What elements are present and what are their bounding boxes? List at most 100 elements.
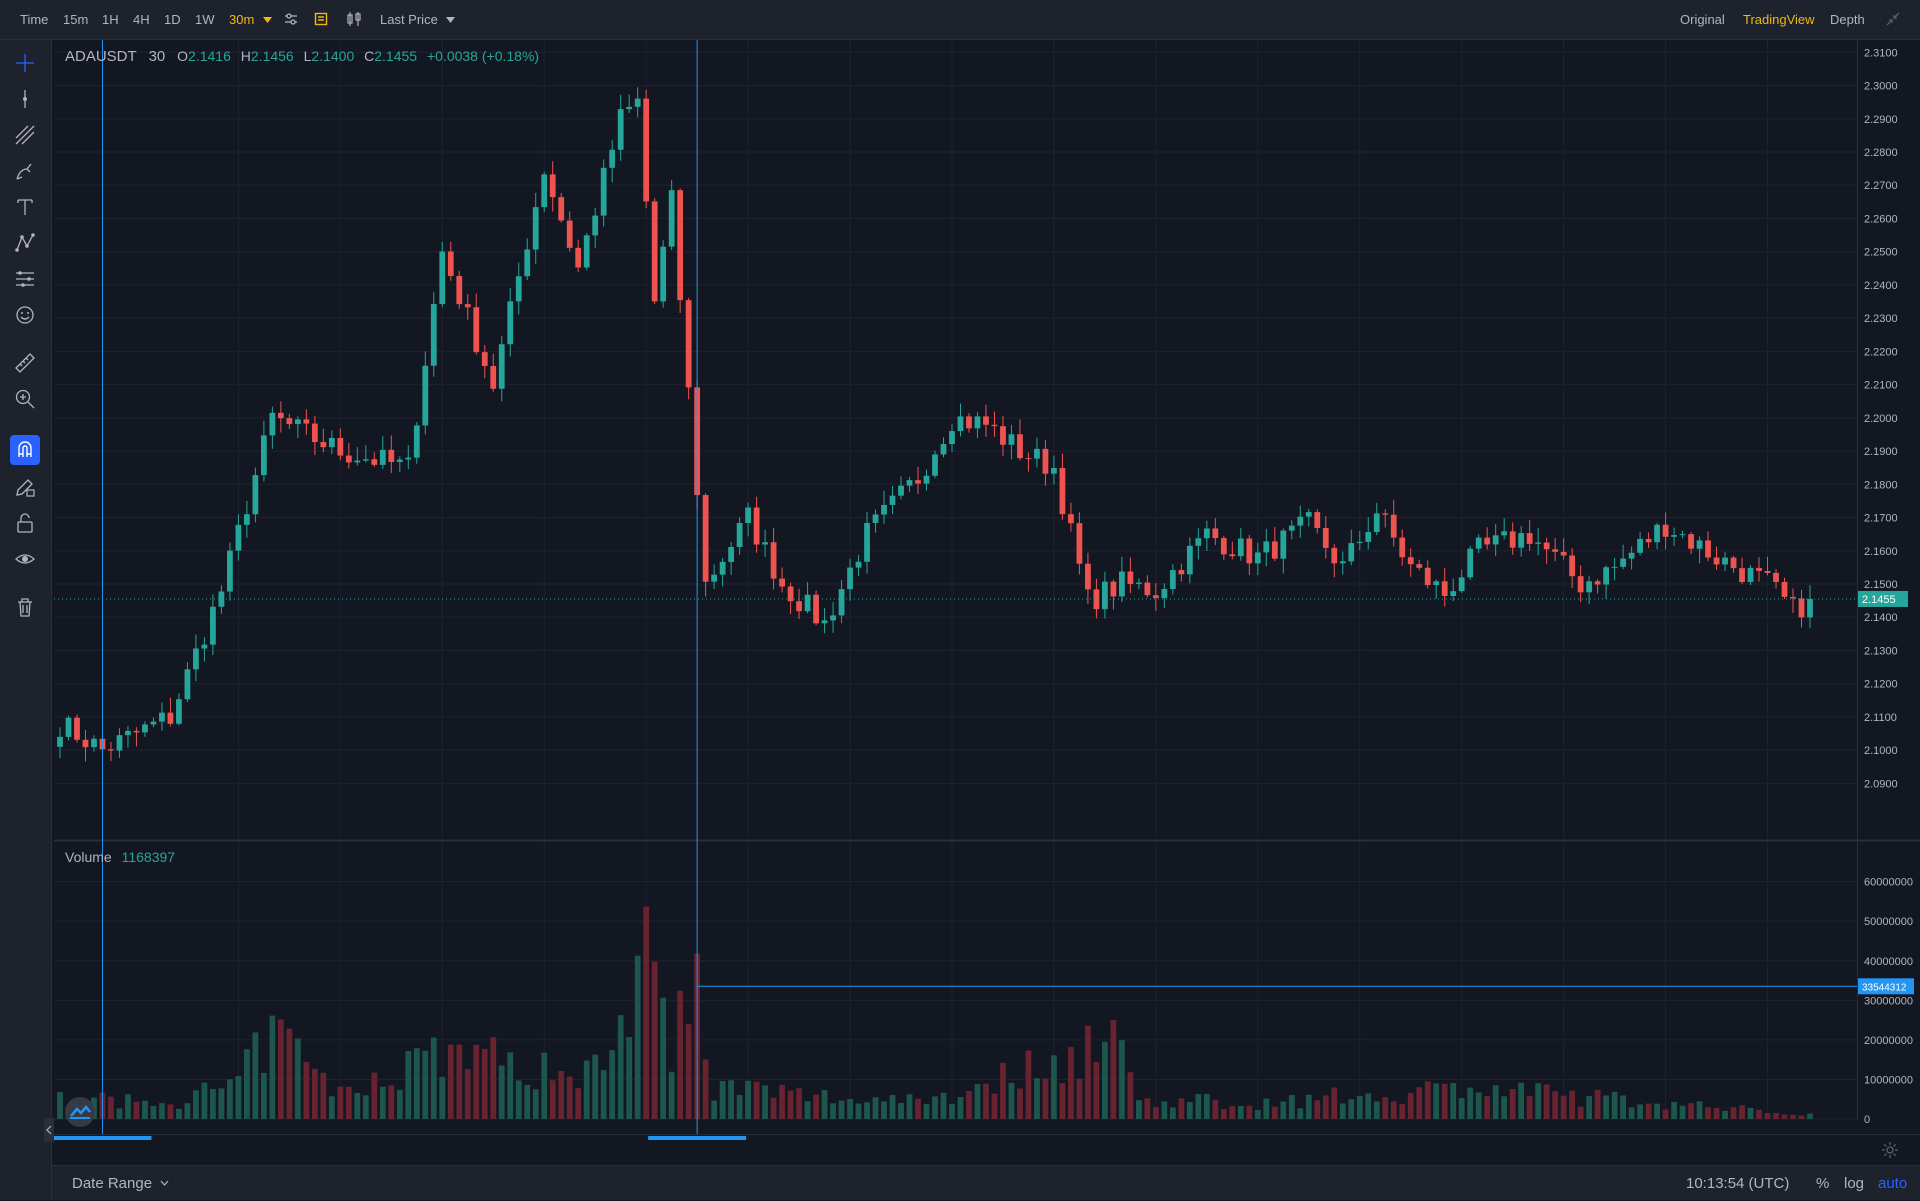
candle-body	[651, 201, 658, 302]
volume-bar	[1552, 1091, 1559, 1119]
zoom-tool[interactable]	[10, 384, 40, 414]
candle-body	[745, 507, 751, 523]
volume-bar	[1645, 1103, 1652, 1119]
volume-bar	[600, 1070, 607, 1119]
time-button[interactable]: Time	[20, 12, 49, 27]
volume-bar	[1560, 1095, 1567, 1119]
volume-bar	[1611, 1091, 1618, 1119]
volume-bar	[923, 1103, 930, 1119]
trend-line-tool[interactable]	[10, 84, 40, 114]
percent-toggle[interactable]: %	[1816, 1175, 1830, 1192]
volume-bar	[1348, 1099, 1355, 1119]
volume-tick-label: 10000000	[1864, 1074, 1913, 1086]
template-icon[interactable]	[314, 0, 328, 40]
candle-body	[1807, 598, 1813, 618]
candle-body	[711, 574, 718, 582]
crosshair-tool[interactable]	[10, 48, 40, 78]
candle-body	[150, 721, 157, 725]
candle-body	[473, 307, 480, 353]
candle-body	[600, 167, 607, 216]
settings-gear-icon[interactable]	[1880, 1140, 1900, 1160]
interval-4h[interactable]: 4H	[133, 12, 150, 27]
price-tick-label: 2.2100	[1864, 380, 1898, 392]
candle-body	[668, 190, 675, 247]
view-tradingview[interactable]: TradingView	[1743, 12, 1815, 27]
brush-tool[interactable]	[10, 156, 40, 186]
candle-body	[1509, 531, 1516, 548]
volume-bar	[821, 1089, 828, 1119]
interval-1d[interactable]: 1D	[164, 12, 181, 27]
pattern-tool[interactable]	[10, 228, 40, 258]
volume-bar	[838, 1100, 845, 1119]
remove-drawings-tool[interactable]	[10, 592, 40, 622]
price-tick-label: 2.2300	[1864, 313, 1898, 325]
prediction-tool[interactable]	[10, 264, 40, 294]
indicators-icon[interactable]	[284, 0, 298, 40]
fib-icon	[15, 125, 35, 145]
utc-clock[interactable]: 10:13:54 (UTC)	[1686, 1175, 1790, 1192]
candle-body	[362, 459, 369, 461]
volume-bar	[150, 1105, 157, 1119]
scroll-left-icon[interactable]	[44, 1118, 54, 1142]
candle-body	[617, 109, 624, 150]
interval-15m[interactable]: 15m	[63, 12, 89, 27]
price-tick-label: 2.1700	[1864, 513, 1898, 525]
volume-tick-label: 60000000	[1864, 877, 1913, 889]
volume-bar	[1051, 1055, 1057, 1119]
hide-tool[interactable]	[10, 544, 40, 574]
candle-body	[507, 301, 514, 345]
price-type-label: Last Price	[380, 12, 438, 27]
interval-30m-dropdown[interactable]: 30m	[229, 0, 272, 40]
collapse-icon[interactable]	[1886, 0, 1900, 40]
volume-bar	[1110, 1020, 1117, 1119]
volume-bar	[549, 1080, 556, 1119]
candle-body	[1696, 540, 1703, 549]
candle-body	[575, 247, 582, 268]
magnet-icon	[18, 441, 32, 457]
candle-body	[643, 98, 650, 202]
candle-style-icon[interactable]	[346, 0, 362, 40]
candle-body	[1781, 581, 1788, 597]
interval-1w[interactable]: 1W	[195, 12, 215, 27]
candle-body	[1373, 513, 1380, 533]
auto-toggle[interactable]: auto	[1878, 1175, 1908, 1192]
volume-bar	[379, 1086, 386, 1119]
measure-tool[interactable]	[10, 348, 40, 378]
text-tool[interactable]	[10, 192, 40, 222]
candle-body	[490, 366, 497, 389]
volume-bar	[787, 1090, 794, 1119]
chevron-down-icon	[446, 17, 456, 23]
volume-bar	[1008, 1082, 1015, 1119]
candle-body	[481, 352, 488, 367]
lock-tool[interactable]	[10, 508, 40, 538]
magnet-tool[interactable]	[10, 435, 40, 465]
candle-body	[1526, 533, 1533, 544]
emoji-tool[interactable]	[10, 300, 40, 330]
view-original[interactable]: Original	[1680, 12, 1725, 27]
change-value: +0.0038 (+0.18%)	[426, 48, 540, 64]
candle-body	[1475, 537, 1482, 549]
fib-tool[interactable]	[10, 120, 40, 150]
candle-body	[142, 724, 148, 733]
volume-bar	[490, 1037, 497, 1119]
volume-tick-label: 20000000	[1864, 1035, 1913, 1047]
brush-icon	[16, 163, 32, 180]
last-price-label: 2.1455	[1862, 594, 1896, 606]
price-chart[interactable]: 2.3100 2.3000 2.2900 2.2800 2.2700 2.2600 2.25…	[54, 40, 1920, 1140]
view-depth[interactable]: Depth	[1830, 12, 1865, 27]
volume-bar	[388, 1085, 395, 1119]
chevron-down-icon	[160, 1180, 169, 1186]
candle-body	[1102, 581, 1108, 610]
interval-1h[interactable]: 1H	[102, 12, 119, 27]
open-label: O	[177, 48, 189, 64]
candle-body	[1679, 534, 1686, 536]
candle-body	[1620, 558, 1626, 567]
volume-bar	[1314, 1100, 1321, 1119]
log-toggle[interactable]: log	[1844, 1175, 1865, 1192]
candle-body	[983, 416, 989, 425]
volume-bar	[1662, 1109, 1669, 1119]
stay-in-drawing-tool[interactable]	[10, 472, 40, 502]
candle-body	[82, 739, 89, 748]
date-range-button[interactable]: Date Range	[72, 1166, 169, 1201]
price-type-dropdown[interactable]: Last Price	[380, 0, 456, 40]
